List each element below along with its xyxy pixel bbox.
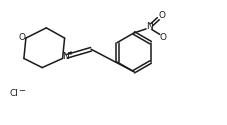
Text: O: O — [160, 33, 167, 42]
Text: N: N — [146, 22, 153, 31]
Text: Cl: Cl — [9, 88, 18, 98]
Text: N: N — [62, 52, 68, 61]
Text: O: O — [19, 32, 26, 42]
Text: −: − — [18, 86, 25, 95]
Text: O: O — [159, 11, 166, 20]
Text: +: + — [67, 50, 73, 56]
